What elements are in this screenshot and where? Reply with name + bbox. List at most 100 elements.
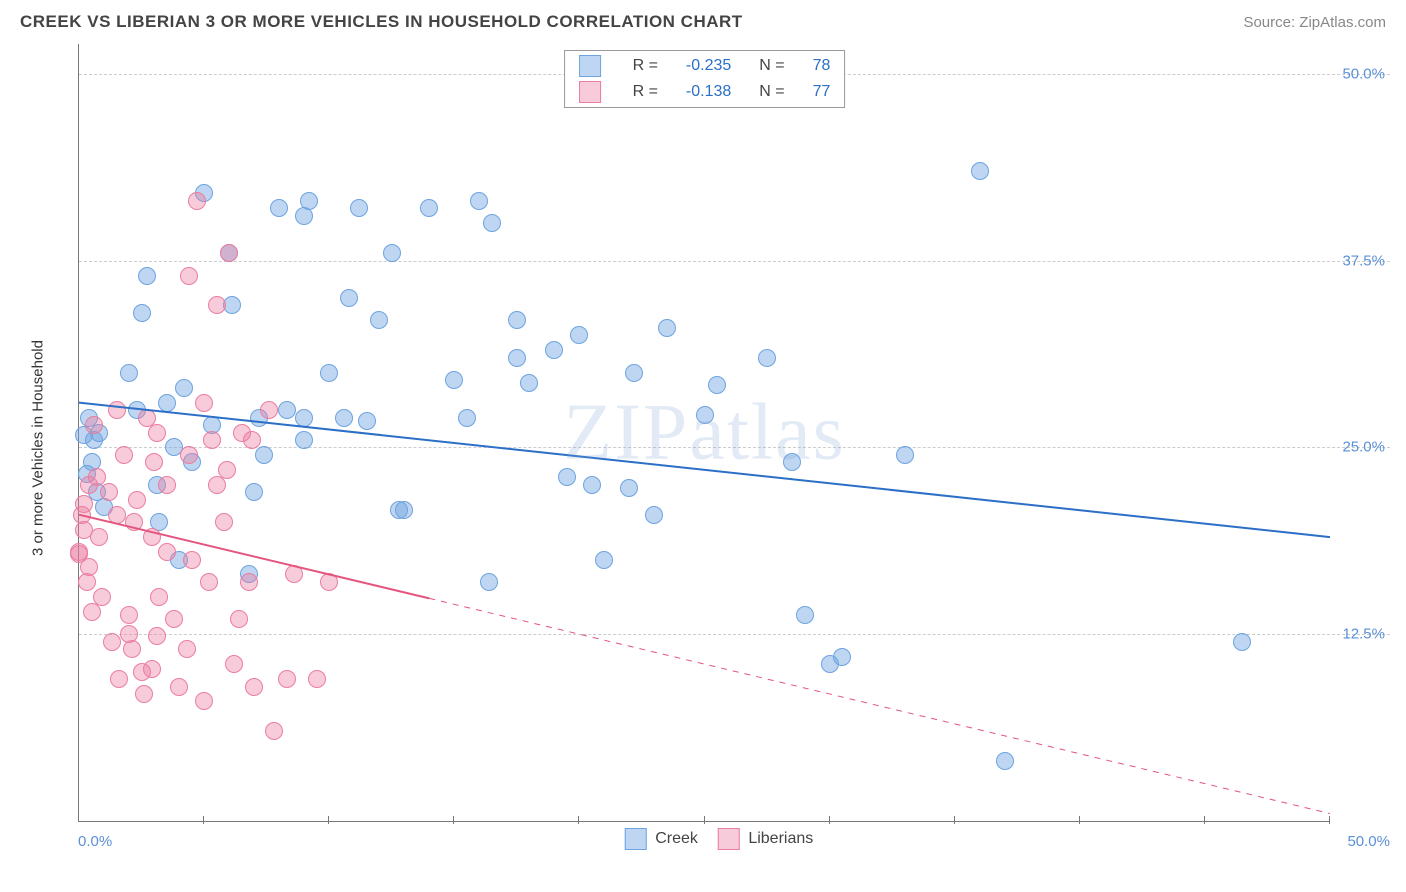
x-tick bbox=[704, 816, 705, 824]
legend-swatch bbox=[579, 81, 601, 103]
data-point bbox=[696, 406, 714, 424]
x-tick bbox=[328, 816, 329, 824]
data-point bbox=[395, 501, 413, 519]
data-point bbox=[658, 319, 676, 337]
data-point bbox=[85, 416, 103, 434]
data-point bbox=[483, 214, 501, 232]
data-point bbox=[90, 528, 108, 546]
data-point bbox=[260, 401, 278, 419]
data-point bbox=[75, 495, 93, 513]
data-point bbox=[383, 244, 401, 262]
data-point bbox=[180, 267, 198, 285]
legend-r-label: R = bbox=[619, 79, 672, 105]
data-point bbox=[335, 409, 353, 427]
y-tick-label: 25.0% bbox=[1342, 439, 1385, 456]
gridline bbox=[79, 447, 1390, 448]
legend-series-label: Liberians bbox=[748, 830, 813, 847]
data-point bbox=[508, 349, 526, 367]
data-point bbox=[508, 311, 526, 329]
data-point bbox=[220, 244, 238, 262]
legend-n-value: 77 bbox=[799, 79, 845, 105]
data-point bbox=[645, 506, 663, 524]
data-point bbox=[125, 513, 143, 531]
data-point bbox=[200, 573, 218, 591]
source-attribution: Source: ZipAtlas.com bbox=[1243, 14, 1386, 31]
data-point bbox=[123, 640, 141, 658]
data-point bbox=[110, 670, 128, 688]
y-axis-title: 3 or more Vehicles in Household bbox=[30, 340, 47, 556]
data-point bbox=[445, 371, 463, 389]
x-tick bbox=[1329, 816, 1330, 824]
data-point bbox=[796, 606, 814, 624]
data-point bbox=[300, 192, 318, 210]
data-point bbox=[295, 409, 313, 427]
legend-n-label: N = bbox=[745, 79, 798, 105]
data-point bbox=[158, 394, 176, 412]
data-point bbox=[178, 640, 196, 658]
x-tick bbox=[1079, 816, 1080, 824]
data-point bbox=[143, 660, 161, 678]
data-point bbox=[100, 483, 118, 501]
legend-r-label: R = bbox=[619, 53, 672, 79]
data-point bbox=[203, 431, 221, 449]
data-point bbox=[370, 311, 388, 329]
legend-swatch bbox=[625, 828, 647, 850]
data-point bbox=[358, 412, 376, 430]
data-point bbox=[108, 401, 126, 419]
y-tick-label: 37.5% bbox=[1342, 252, 1385, 269]
data-point bbox=[175, 379, 193, 397]
data-point bbox=[218, 461, 236, 479]
y-tick-label: 50.0% bbox=[1342, 65, 1385, 82]
y-tick-label: 12.5% bbox=[1342, 626, 1385, 643]
x-tick bbox=[829, 816, 830, 824]
legend-item: Creek bbox=[625, 828, 698, 850]
data-point bbox=[120, 364, 138, 382]
data-point bbox=[150, 588, 168, 606]
data-point bbox=[143, 528, 161, 546]
data-point bbox=[255, 446, 273, 464]
legend-n-label: N = bbox=[745, 53, 798, 79]
data-point bbox=[458, 409, 476, 427]
data-point bbox=[133, 304, 151, 322]
legend-r-value: -0.235 bbox=[672, 53, 745, 79]
data-point bbox=[158, 476, 176, 494]
data-point bbox=[93, 588, 111, 606]
legend-stats: R =-0.235N =78 R =-0.138N =77 bbox=[564, 50, 846, 108]
data-point bbox=[115, 446, 133, 464]
data-point bbox=[120, 606, 138, 624]
data-point bbox=[215, 513, 233, 531]
data-point bbox=[285, 565, 303, 583]
data-point bbox=[308, 670, 326, 688]
data-point bbox=[583, 476, 601, 494]
data-point bbox=[170, 678, 188, 696]
data-point bbox=[108, 506, 126, 524]
data-point bbox=[278, 670, 296, 688]
data-point bbox=[195, 394, 213, 412]
data-point bbox=[320, 573, 338, 591]
legend-n-value: 78 bbox=[799, 53, 845, 79]
data-point bbox=[480, 573, 498, 591]
data-point bbox=[320, 364, 338, 382]
x-axis-max-label: 50.0% bbox=[1347, 833, 1390, 850]
x-axis-min-label: 0.0% bbox=[78, 833, 112, 850]
plot-area: ZIPatlas R =-0.235N =78R =-0.138N =77 12… bbox=[78, 44, 1330, 822]
x-tick bbox=[453, 816, 454, 824]
legend-r-value: -0.138 bbox=[672, 79, 745, 105]
chart-title: CREEK VS LIBERIAN 3 OR MORE VEHICLES IN … bbox=[20, 12, 743, 32]
data-point bbox=[240, 573, 258, 591]
data-point bbox=[208, 296, 226, 314]
data-point bbox=[245, 483, 263, 501]
data-point bbox=[148, 424, 166, 442]
data-point bbox=[135, 685, 153, 703]
data-point bbox=[833, 648, 851, 666]
data-point bbox=[470, 192, 488, 210]
data-point bbox=[295, 431, 313, 449]
data-point bbox=[145, 453, 163, 471]
data-point bbox=[758, 349, 776, 367]
x-tick bbox=[954, 816, 955, 824]
gridline bbox=[79, 634, 1390, 635]
data-point bbox=[350, 199, 368, 217]
data-point bbox=[270, 199, 288, 217]
legend-series-label: Creek bbox=[655, 830, 698, 847]
gridline bbox=[79, 261, 1390, 262]
